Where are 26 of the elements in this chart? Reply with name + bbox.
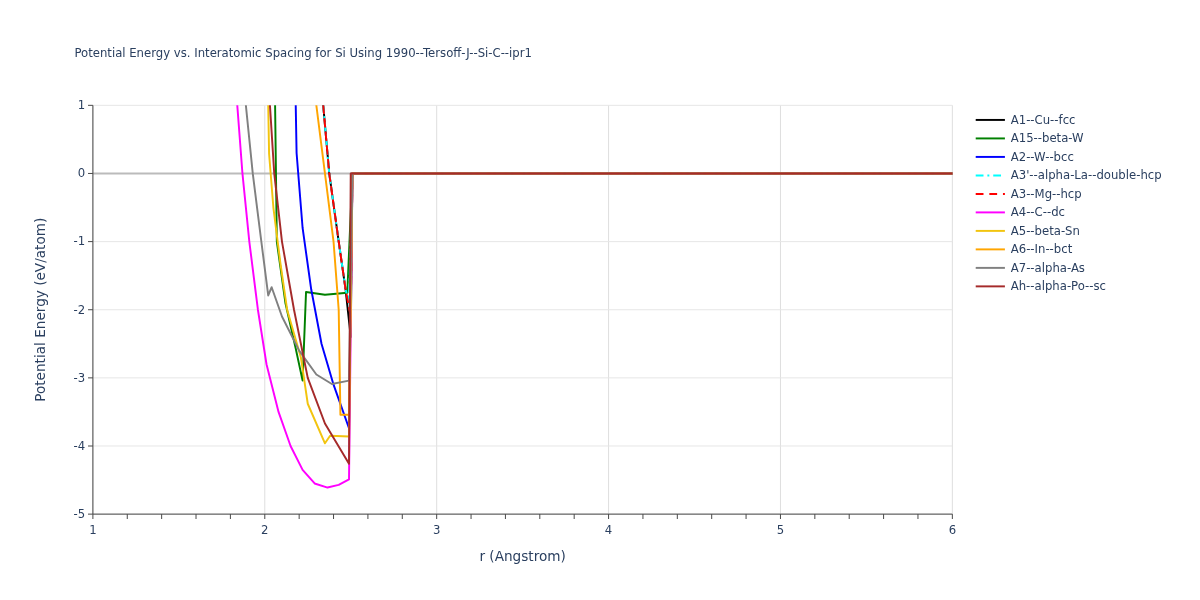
- y-tick-label: -5: [73, 507, 86, 522]
- y-tick-label: 1: [77, 98, 86, 113]
- x-tick-label: 2: [261, 522, 269, 537]
- legend-label: A15--beta-W: [1010, 131, 1085, 146]
- chart-title: Potential Energy vs. Interatomic Spacing for Si Using 1990--Tersoff-J--Si-C--ipr1: [74, 45, 532, 60]
- x-tick-label: 6: [948, 522, 957, 537]
- legend-label: Ah--alpha-Po--sc: [1010, 279, 1107, 294]
- x-tick-label: 1: [89, 522, 97, 537]
- legend-label: A6--In--bct: [1010, 242, 1073, 257]
- y-tick-label: -3: [73, 370, 86, 385]
- legend-label: A3'--alpha-La--double-hcp: [1010, 168, 1162, 183]
- legend-label: A7--alpha-As: [1010, 260, 1085, 275]
- y-axis-title: Potential Energy (eV/atom): [32, 217, 49, 402]
- legend-label: A1--Cu--fcc: [1010, 112, 1076, 127]
- legend-label: A3--Mg--hcp: [1010, 186, 1082, 201]
- y-tick-label: -2: [73, 302, 86, 317]
- y-tick-label: -1: [73, 234, 86, 249]
- x-tick-label: 3: [432, 522, 441, 537]
- legend-label: A2--W--bcc: [1010, 149, 1074, 164]
- legend-label: A5--beta-Sn: [1010, 223, 1080, 238]
- x-tick-label: 5: [776, 522, 785, 537]
- y-tick-label: 0: [77, 166, 86, 181]
- x-tick-label: 4: [604, 522, 613, 537]
- x-axis-title: r (Angstrom): [479, 547, 566, 564]
- y-tick-label: -4: [73, 438, 86, 453]
- legend-label: A4--C--dc: [1010, 205, 1065, 220]
